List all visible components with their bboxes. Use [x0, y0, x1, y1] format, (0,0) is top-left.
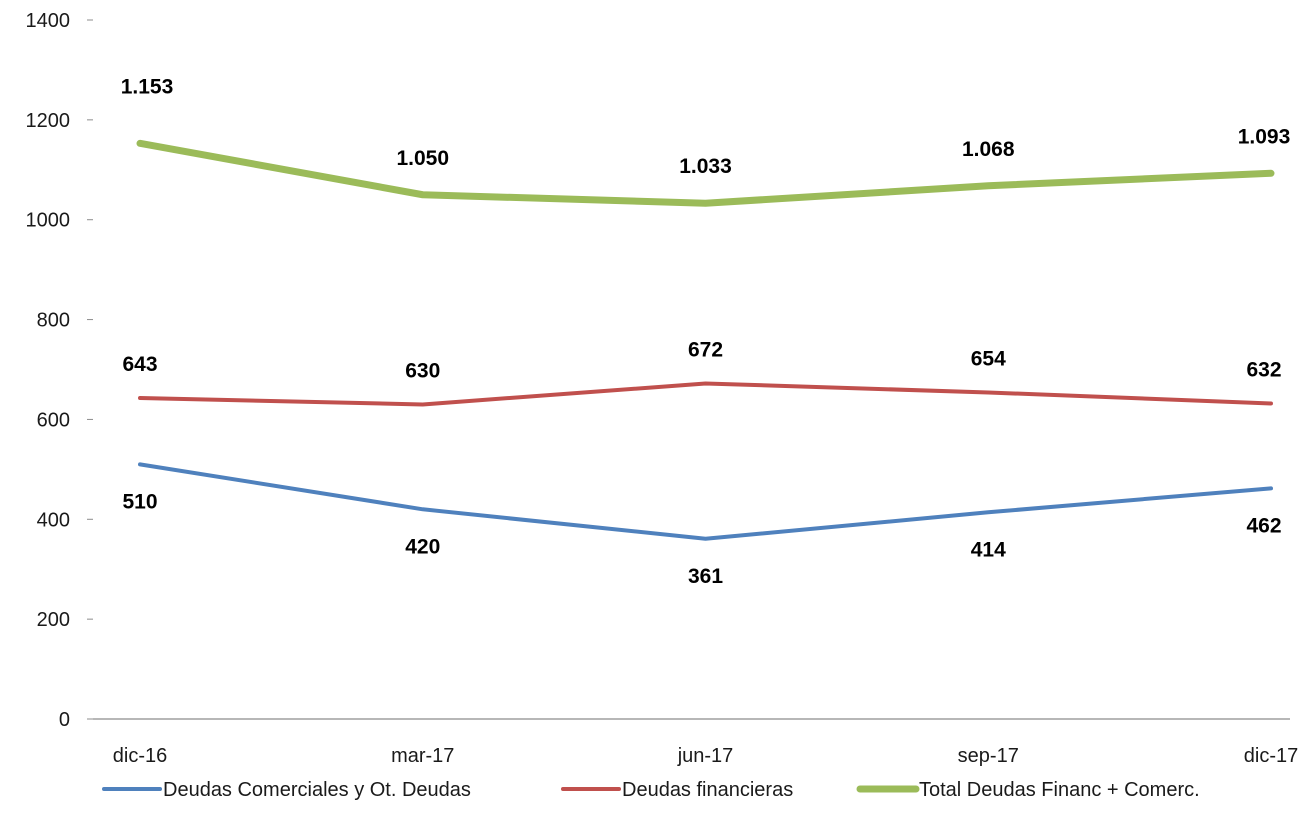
data-label: 414 [971, 538, 1006, 561]
data-label: 1.050 [396, 147, 449, 170]
data-label: 1.033 [679, 155, 732, 178]
data-label: 462 [1246, 514, 1281, 537]
y-tick-label: 1200 [26, 110, 71, 132]
data-label: 630 [405, 359, 440, 382]
x-tick-label: dic-17 [1244, 745, 1298, 767]
y-tick-label: 400 [37, 509, 70, 531]
legend-label: Total Deudas Financ + Comerc. [919, 779, 1200, 801]
x-tick-label: mar-17 [391, 745, 454, 767]
data-label: 643 [122, 353, 157, 376]
data-label: 510 [122, 490, 157, 513]
x-tick-label: sep-17 [958, 745, 1019, 767]
legend-label: Deudas Comerciales y Ot. Deudas [163, 779, 471, 801]
data-label: 361 [688, 565, 723, 588]
x-axis: dic-16 mar-17 jun-17 sep-17 dic-17 [93, 718, 1298, 767]
y-tick-label: 1000 [26, 210, 71, 232]
data-label: 672 [688, 338, 723, 361]
y-tick-label: 200 [37, 609, 70, 631]
data-label: 654 [971, 347, 1006, 370]
x-tick-label: dic-16 [113, 745, 167, 767]
y-axis: 0 200 400 600 800 1000 1200 1400 [26, 10, 93, 731]
x-tick-label: jun-17 [677, 745, 734, 767]
legend: Deudas Comerciales y Ot. Deudas Deudas fi… [102, 779, 1200, 801]
data-label: 420 [405, 535, 440, 558]
y-tick-label: 600 [37, 409, 70, 431]
data-label: 1.068 [962, 138, 1015, 161]
series-line-1 [138, 462, 1273, 541]
legend-item: Total Deudas Financ + Comerc. [856, 779, 1200, 801]
legend-item: Deudas Comerciales y Ot. Deudas [102, 779, 471, 801]
data-label: 1.093 [1238, 125, 1291, 148]
series-line-2 [138, 381, 1273, 407]
legend-item: Deudas financieras [561, 779, 793, 801]
data-label: 1.153 [121, 75, 174, 98]
y-tick-label: 800 [37, 310, 70, 332]
series-line-3 [136, 139, 1275, 207]
y-tick-label: 1400 [26, 10, 71, 32]
series-lines [136, 139, 1275, 541]
data-label: 632 [1246, 358, 1281, 381]
legend-label: Deudas financieras [622, 779, 793, 801]
data-labels: 510 420 361 414 462 643 630 672 654 632 1.153 1.050… [121, 75, 1291, 587]
y-tick-label: 0 [59, 709, 70, 731]
